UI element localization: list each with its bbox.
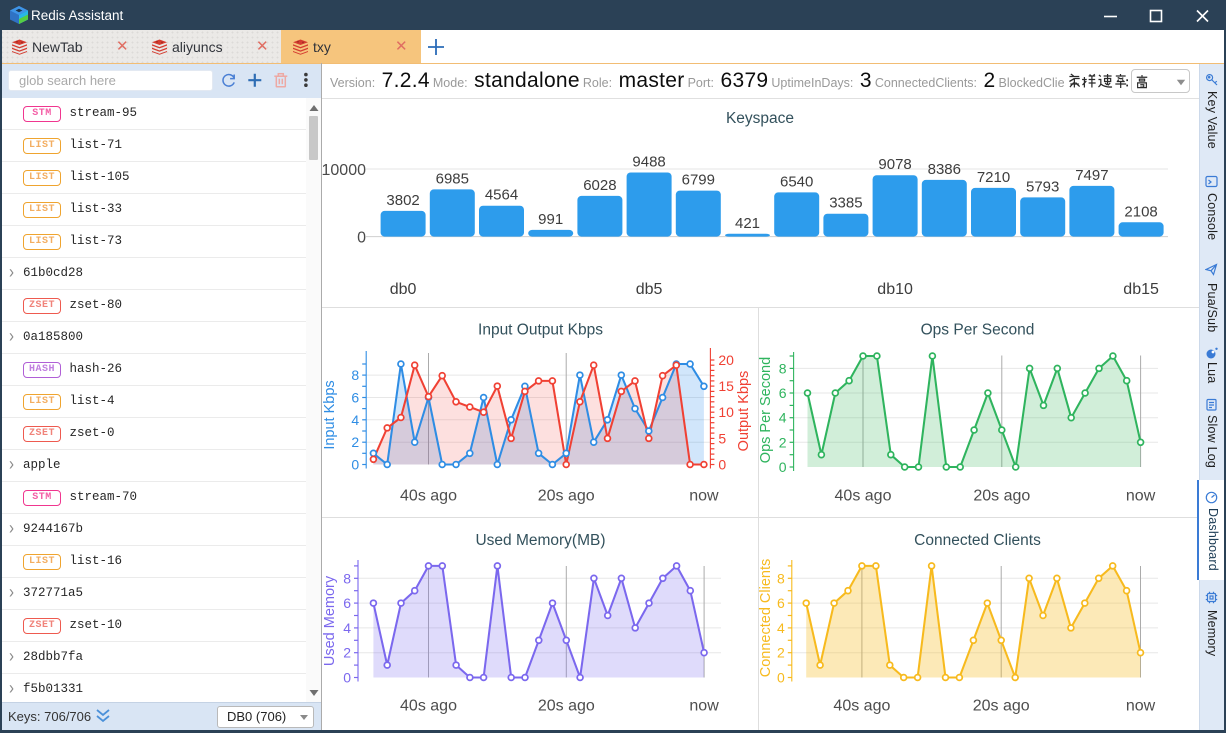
svg-text:5: 5 (718, 430, 726, 446)
svg-text:20s ago: 20s ago (538, 698, 595, 715)
svg-text:db5: db5 (636, 281, 663, 298)
svg-text:0: 0 (718, 457, 726, 473)
svg-text:4: 4 (343, 620, 351, 636)
svg-text:Used Memory(MB): Used Memory(MB) (475, 532, 605, 549)
svg-text:Input Output Kbps: Input Output Kbps (478, 322, 603, 339)
svg-text:20: 20 (718, 352, 734, 368)
svg-text:40s ago: 40s ago (833, 698, 890, 715)
svg-text:now: now (689, 488, 719, 505)
svg-text:now: now (1126, 488, 1156, 505)
svg-text:Ops Per Second: Ops Per Second (758, 357, 774, 463)
svg-text:4: 4 (351, 412, 359, 428)
svg-text:20s ago: 20s ago (973, 488, 1030, 505)
svg-text:Used Memory: Used Memory (322, 575, 338, 666)
svg-text:0: 0 (351, 457, 359, 473)
svg-text:0: 0 (779, 459, 787, 475)
svg-text:20s ago: 20s ago (538, 488, 595, 505)
svg-text:4564: 4564 (485, 187, 518, 204)
svg-text:8: 8 (343, 570, 351, 586)
svg-text:6028: 6028 (583, 177, 616, 194)
svg-text:now: now (1126, 698, 1156, 715)
svg-text:8: 8 (777, 570, 785, 586)
svg-text:2: 2 (343, 645, 351, 661)
svg-text:8: 8 (779, 360, 787, 376)
svg-text:421: 421 (735, 215, 760, 232)
svg-text:3802: 3802 (386, 192, 419, 209)
svg-text:Connected Clients: Connected Clients (914, 532, 1041, 549)
svg-text:Keyspace: Keyspace (726, 110, 794, 127)
svg-text:2108: 2108 (1124, 203, 1157, 220)
svg-text:2: 2 (777, 645, 785, 661)
svg-text:6985: 6985 (436, 170, 469, 187)
svg-text:20s ago: 20s ago (973, 698, 1030, 715)
svg-text:9488: 9488 (632, 154, 665, 171)
svg-text:7210: 7210 (977, 169, 1010, 186)
svg-text:0: 0 (343, 670, 351, 686)
svg-text:db10: db10 (877, 281, 913, 298)
svg-text:db15: db15 (1123, 281, 1159, 298)
svg-text:6: 6 (777, 595, 785, 611)
svg-text:6540: 6540 (780, 173, 813, 190)
svg-text:Input Kbps: Input Kbps (322, 380, 338, 449)
svg-text:40s ago: 40s ago (835, 488, 892, 505)
svg-text:2: 2 (351, 434, 359, 450)
svg-text:9078: 9078 (878, 156, 911, 173)
svg-text:40s ago: 40s ago (400, 488, 457, 505)
svg-text:15: 15 (718, 378, 734, 394)
svg-text:6: 6 (343, 595, 351, 611)
svg-text:5793: 5793 (1026, 178, 1059, 195)
svg-text:6: 6 (779, 385, 787, 401)
svg-text:10: 10 (718, 404, 734, 420)
svg-text:now: now (689, 698, 719, 715)
svg-text:8: 8 (351, 367, 359, 383)
svg-text:991: 991 (538, 211, 563, 228)
svg-text:8386: 8386 (928, 161, 961, 178)
svg-text:7497: 7497 (1075, 167, 1108, 184)
svg-text:10000: 10000 (322, 162, 367, 179)
svg-text:db0: db0 (390, 281, 417, 298)
svg-text:Connected Clients: Connected Clients (758, 559, 774, 678)
svg-text:6: 6 (351, 390, 359, 406)
svg-text:4: 4 (777, 620, 785, 636)
svg-text:6799: 6799 (682, 172, 715, 189)
svg-text:3385: 3385 (829, 195, 862, 212)
svg-text:40s ago: 40s ago (400, 698, 457, 715)
svg-text:Output Kbps: Output Kbps (736, 371, 752, 452)
svg-text:0: 0 (777, 670, 785, 686)
svg-text:Ops Per Second: Ops Per Second (921, 322, 1035, 339)
svg-text:2: 2 (779, 434, 787, 450)
svg-text:4: 4 (779, 410, 787, 426)
svg-text:0: 0 (357, 230, 366, 247)
